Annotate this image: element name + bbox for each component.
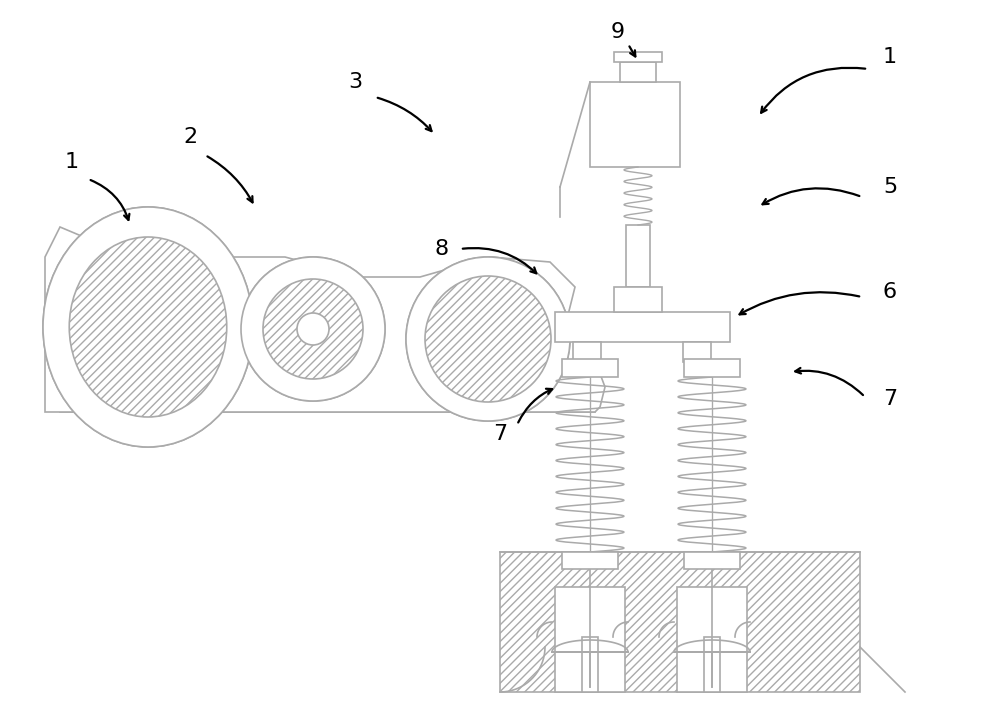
Text: 7: 7 [883, 389, 897, 409]
Text: 2: 2 [183, 127, 197, 147]
Ellipse shape [69, 237, 227, 417]
Polygon shape [614, 52, 662, 62]
Polygon shape [684, 552, 740, 569]
Polygon shape [555, 587, 625, 692]
Text: 1: 1 [883, 47, 897, 67]
Circle shape [263, 279, 363, 379]
Circle shape [406, 257, 570, 421]
Polygon shape [590, 82, 680, 167]
Text: 7: 7 [493, 424, 507, 444]
Circle shape [297, 313, 329, 345]
Polygon shape [677, 587, 747, 692]
Circle shape [297, 313, 329, 345]
Polygon shape [704, 637, 720, 692]
Polygon shape [562, 552, 618, 569]
Polygon shape [683, 342, 711, 362]
Polygon shape [620, 62, 656, 82]
Text: 5: 5 [883, 177, 897, 197]
Polygon shape [573, 342, 601, 362]
Polygon shape [562, 359, 618, 377]
Circle shape [406, 257, 570, 421]
Text: 1: 1 [65, 152, 79, 172]
Polygon shape [45, 227, 605, 412]
Text: 8: 8 [435, 239, 449, 259]
Polygon shape [582, 637, 598, 692]
Circle shape [425, 276, 551, 402]
Polygon shape [614, 287, 662, 312]
Text: 6: 6 [883, 282, 897, 302]
Ellipse shape [43, 207, 253, 447]
Polygon shape [555, 312, 730, 342]
Polygon shape [500, 552, 860, 692]
Polygon shape [626, 225, 650, 287]
Circle shape [241, 257, 385, 401]
Polygon shape [684, 359, 740, 377]
Circle shape [425, 276, 551, 402]
Text: 9: 9 [611, 22, 625, 42]
Circle shape [263, 279, 363, 379]
Circle shape [241, 257, 385, 401]
Ellipse shape [43, 207, 253, 447]
Text: 3: 3 [348, 72, 362, 92]
Ellipse shape [69, 237, 227, 417]
